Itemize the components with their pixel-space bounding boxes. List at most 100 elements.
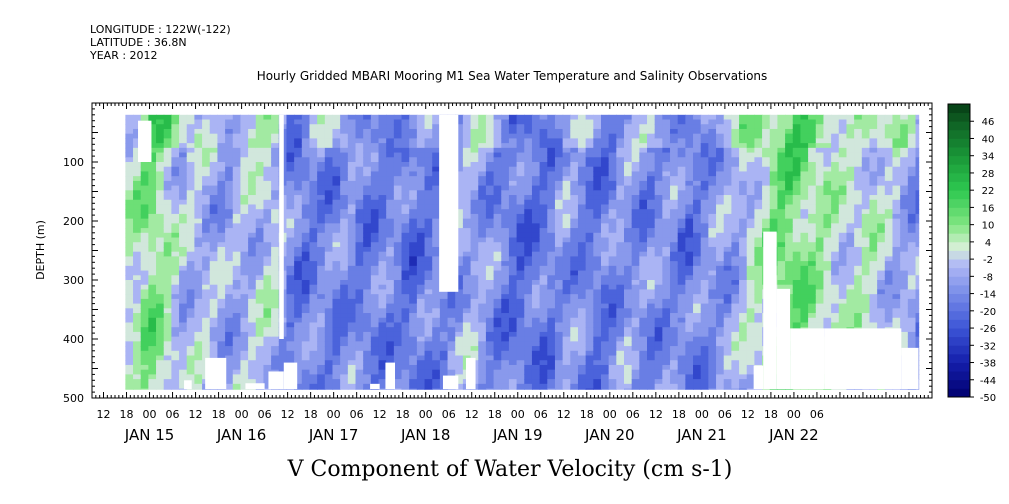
heatmap-cell (248, 284, 257, 291)
heatmap-cell (248, 369, 257, 375)
heatmap-cell (493, 180, 502, 187)
heatmap-cell (731, 294, 740, 300)
heatmap-cell (577, 265, 587, 272)
heatmap-cell (209, 223, 219, 229)
heatmap-cell (700, 355, 709, 361)
heatmap-cell (677, 261, 686, 267)
heatmap-cell (739, 195, 748, 201)
heatmap-cell (179, 336, 188, 342)
heatmap-cell (432, 265, 441, 272)
heatmap-cell (723, 251, 732, 257)
heatmap-cell (624, 199, 633, 206)
heatmap-cell (240, 350, 249, 357)
heatmap-cell (616, 152, 625, 158)
heatmap-cell (539, 190, 548, 196)
heatmap-cell (133, 350, 142, 357)
heatmap-cell (485, 369, 495, 375)
heatmap-cell (731, 180, 740, 187)
heatmap-cell (524, 242, 533, 248)
heatmap-cell (647, 242, 656, 248)
heatmap-cell (386, 195, 395, 201)
heatmap-cell (485, 256, 495, 262)
heatmap-cell (654, 327, 663, 333)
heatmap-cell (163, 213, 172, 220)
heatmap-cell (631, 374, 640, 380)
heatmap-cell (294, 209, 303, 215)
heatmap-cell (654, 180, 663, 187)
heatmap-cell (248, 308, 257, 314)
heatmap-cell (248, 265, 257, 272)
heatmap-cell (217, 228, 226, 234)
heatmap-cell (693, 317, 702, 324)
heatmap-cell (547, 171, 556, 177)
heatmap-cell (148, 209, 157, 215)
heatmap-cell (186, 374, 196, 380)
heatmap-cell (240, 223, 249, 229)
heatmap-cell (217, 209, 226, 215)
heatmap-cell (424, 322, 433, 328)
heatmap-cell (562, 237, 571, 243)
heatmap-cell (202, 190, 211, 196)
heatmap-cell (263, 251, 272, 257)
heatmap-cell (186, 228, 196, 234)
heatmap-cell (179, 232, 188, 239)
heatmap-cell (608, 185, 617, 191)
heatmap-cell (232, 223, 242, 229)
heatmap-cell (286, 289, 295, 295)
heatmap-cell (723, 360, 732, 366)
heatmap-cell (716, 166, 725, 173)
heatmap-cell (409, 265, 418, 272)
heatmap-cell (739, 379, 748, 385)
heatmap-cell (501, 369, 510, 375)
heatmap-cell (309, 232, 318, 239)
heatmap-cell (401, 289, 410, 295)
heatmap-cell (708, 275, 717, 281)
heatmap-cell (148, 369, 157, 375)
heatmap-cell (508, 331, 518, 338)
heatmap-cell (439, 289, 449, 295)
heatmap-cell (416, 114, 426, 121)
heatmap-cell (585, 237, 594, 243)
heatmap-cell (409, 280, 418, 286)
heatmap-cell (240, 143, 249, 149)
heatmap-cell (723, 327, 732, 333)
heatmap-cell (562, 180, 571, 187)
heatmap-cell (677, 355, 686, 361)
heatmap-cell (654, 195, 663, 201)
heatmap-cell (647, 341, 656, 347)
heatmap-cell (739, 180, 748, 187)
heatmap-cell (562, 294, 571, 300)
heatmap-cell (271, 313, 280, 319)
heatmap-cell (493, 364, 502, 371)
heatmap-cell (255, 171, 265, 177)
heatmap-cell (186, 128, 196, 135)
heatmap-cell (677, 280, 686, 286)
heatmap-cell (508, 218, 518, 224)
heatmap-cell (271, 294, 280, 300)
heatmap-cell (577, 261, 587, 267)
heatmap-cell (524, 166, 533, 173)
heatmap-cell (378, 190, 387, 196)
heatmap-cell (156, 374, 165, 380)
heatmap-cell (639, 218, 648, 224)
heatmap-cell (439, 360, 449, 366)
heatmap-cell (240, 180, 249, 187)
heatmap-cell (148, 388, 157, 390)
heatmap-cell (693, 294, 702, 300)
heatmap-cell (662, 237, 671, 243)
heatmap-cell (171, 124, 180, 130)
heatmap-cell (209, 171, 219, 177)
heatmap-cell (202, 346, 211, 352)
heatmap-cell (670, 379, 679, 385)
heatmap-cell (148, 303, 157, 309)
heatmap-cell (416, 138, 426, 144)
heatmap-cell (432, 223, 441, 229)
heatmap-cell (739, 237, 748, 243)
heatmap-cell (393, 143, 403, 149)
heatmap-cell (677, 294, 686, 300)
heatmap-cell (171, 228, 180, 234)
heatmap-cell (248, 147, 257, 154)
heatmap-cell (209, 133, 219, 139)
heatmap-cell (416, 128, 426, 135)
heatmap-cell (585, 213, 594, 220)
